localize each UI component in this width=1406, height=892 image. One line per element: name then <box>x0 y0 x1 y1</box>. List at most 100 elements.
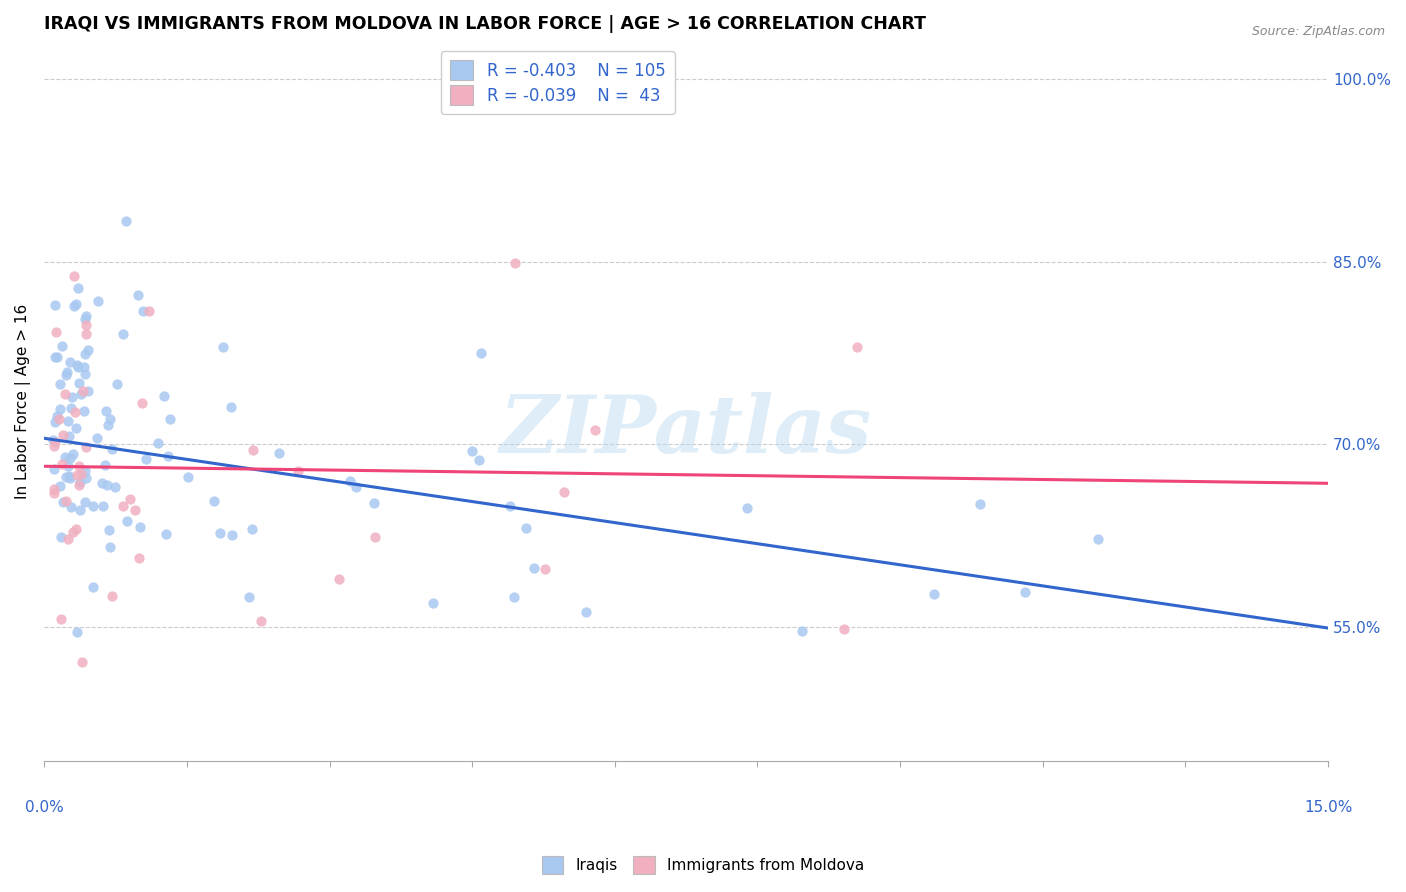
Point <box>127 287 149 301</box>
Point <box>44 435 66 450</box>
Point <box>100 540 122 554</box>
Point <box>45 325 67 339</box>
Point <box>42 439 65 453</box>
Point <box>42 433 65 447</box>
Point <box>93 499 115 513</box>
Point <box>101 589 124 603</box>
Point <box>1014 585 1036 599</box>
Point <box>76 440 98 454</box>
Point <box>75 318 97 333</box>
Point <box>131 303 153 318</box>
Point <box>65 420 87 434</box>
Point <box>58 532 80 546</box>
Point <box>77 343 100 357</box>
Text: 15.0%: 15.0% <box>1303 799 1353 814</box>
Point <box>73 495 96 509</box>
Point <box>42 486 65 500</box>
Point <box>534 562 557 576</box>
Point <box>56 414 79 428</box>
Point <box>69 503 91 517</box>
Point <box>131 396 153 410</box>
Point <box>155 526 177 541</box>
Point <box>98 411 121 425</box>
Point <box>422 596 444 610</box>
Point <box>73 312 96 326</box>
Point <box>65 625 87 640</box>
Point <box>846 340 869 354</box>
Point <box>75 470 97 484</box>
Point <box>42 462 65 476</box>
Point <box>922 587 945 601</box>
Point <box>242 442 264 457</box>
Point <box>96 404 118 418</box>
Point <box>62 268 84 283</box>
Point <box>135 451 157 466</box>
Point <box>46 409 69 424</box>
Point <box>53 450 76 465</box>
Point <box>461 443 484 458</box>
Point <box>177 470 200 484</box>
Legend: Iraqis, Immigrants from Moldova: Iraqis, Immigrants from Moldova <box>536 850 870 880</box>
Point <box>49 479 72 493</box>
Point <box>503 591 526 605</box>
Point <box>67 477 90 491</box>
Point <box>62 447 84 461</box>
Point <box>49 402 72 417</box>
Point <box>44 298 66 312</box>
Point <box>73 404 96 418</box>
Point <box>115 214 138 228</box>
Point <box>44 350 66 364</box>
Point <box>70 467 93 482</box>
Point <box>58 468 80 483</box>
Point <box>503 256 526 270</box>
Point <box>208 526 231 541</box>
Point <box>138 303 160 318</box>
Point <box>238 591 260 605</box>
Point <box>128 520 150 534</box>
Point <box>55 494 77 508</box>
Point <box>1087 532 1109 546</box>
Point <box>44 415 66 429</box>
Point <box>112 499 135 513</box>
Point <box>96 477 118 491</box>
Point <box>65 522 87 536</box>
Point <box>969 497 991 511</box>
Point <box>76 384 98 398</box>
Point <box>287 464 309 478</box>
Point <box>515 520 537 534</box>
Point <box>73 359 96 374</box>
Point <box>66 360 89 375</box>
Point <box>117 514 139 528</box>
Text: IRAQI VS IMMIGRANTS FROM MOLDOVA IN LABOR FORCE | AGE > 16 CORRELATION CHART: IRAQI VS IMMIGRANTS FROM MOLDOVA IN LABO… <box>44 15 927 33</box>
Point <box>59 401 82 415</box>
Point <box>159 412 181 426</box>
Point <box>55 365 77 379</box>
Point <box>75 326 97 341</box>
Point <box>70 387 93 401</box>
Y-axis label: In Labor Force | Age > 16: In Labor Force | Age > 16 <box>15 304 31 500</box>
Point <box>499 499 522 513</box>
Point <box>523 561 546 575</box>
Point <box>574 605 596 619</box>
Point <box>344 480 367 494</box>
Point <box>470 346 492 360</box>
Point <box>55 469 77 483</box>
Point <box>63 299 86 313</box>
Point <box>65 297 87 311</box>
Point <box>124 502 146 516</box>
Point <box>111 326 134 341</box>
Point <box>58 429 80 443</box>
Point <box>101 442 124 456</box>
Point <box>75 309 97 323</box>
Point <box>51 339 73 353</box>
Point <box>364 530 387 544</box>
Point <box>86 431 108 445</box>
Point <box>67 458 90 473</box>
Point <box>55 368 77 382</box>
Text: 0.0%: 0.0% <box>25 799 63 814</box>
Point <box>51 457 73 471</box>
Point <box>66 358 89 372</box>
Point <box>59 450 82 465</box>
Point <box>75 367 97 381</box>
Point <box>63 405 86 419</box>
